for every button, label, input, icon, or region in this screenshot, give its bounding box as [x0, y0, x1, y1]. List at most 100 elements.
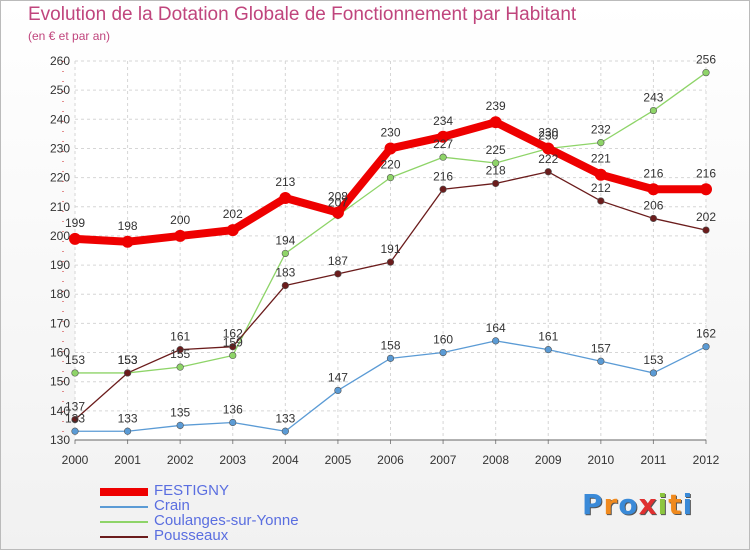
data-label-coulanges-sur-yonne: 243 [643, 91, 663, 105]
x-tick-label: 2008 [482, 453, 509, 467]
data-point-festigny [174, 229, 187, 242]
legend-swatch [100, 521, 148, 523]
logo-letter: P [582, 488, 604, 521]
y-tick-label: 210 [50, 200, 70, 214]
logo-letter: o [618, 488, 639, 521]
data-point-pousseaux [229, 343, 237, 351]
data-label-crain: 133 [275, 411, 295, 425]
series-pousseaux [71, 168, 710, 424]
y-tick-label: 240 [50, 112, 70, 126]
data-label-festigny: 230 [380, 125, 400, 139]
data-point-coulanges-sur-yonne [439, 153, 447, 161]
data-point-festigny [700, 183, 712, 196]
data-label-pousseaux: 206 [643, 198, 663, 212]
x-tick-label: 2001 [114, 453, 141, 467]
data-point-crain [439, 348, 447, 357]
data-point-festigny [226, 224, 239, 237]
data-label-festigny: 221 [591, 152, 611, 166]
data-point-coulanges-sur-yonne [597, 139, 605, 147]
logo-letter: t [668, 488, 683, 521]
data-label-coulanges-sur-yonne: 207 [328, 196, 348, 210]
legend-label: FESTIGNY [154, 482, 230, 499]
y-tick-label: 180 [50, 287, 70, 301]
logo-letter: r [603, 488, 619, 521]
data-point-festigny [437, 130, 450, 143]
data-point-crain [492, 337, 500, 345]
data-label-festigny: 213 [275, 175, 295, 189]
data-label-crain: 153 [643, 353, 663, 367]
data-label-coulanges-sur-yonne: 194 [275, 233, 295, 247]
data-point-crain [597, 357, 605, 365]
x-tick-label: 2009 [535, 453, 562, 467]
data-point-crain [386, 354, 395, 362]
data-label-crain: 133 [118, 411, 138, 425]
x-tick-label: 2007 [430, 453, 457, 467]
data-point-pousseaux [123, 369, 132, 377]
data-label-crain: 160 [433, 333, 453, 347]
data-label-pousseaux: 212 [591, 181, 611, 195]
data-label-festigny: 199 [65, 216, 85, 230]
data-point-crain [176, 421, 184, 430]
data-label-crain: 157 [591, 341, 611, 355]
y-tick-label: 150 [50, 375, 70, 389]
legend-label: Crain [154, 497, 190, 514]
y-tick-label: 200 [50, 229, 70, 243]
data-label-crain: 162 [696, 327, 716, 341]
data-point-pousseaux [439, 185, 447, 193]
data-point-festigny [331, 206, 344, 219]
data-label-pousseaux: 187 [328, 254, 348, 268]
data-label-festigny: 216 [643, 166, 663, 180]
axes: 130 140 150 160 170 180 190 200 210 220 230 240 250 2… [50, 54, 720, 467]
data-label-crain: 135 [170, 405, 190, 419]
logo-letter: x [638, 488, 658, 521]
data-label-pousseaux: 153 [118, 353, 138, 367]
legend-swatch [100, 488, 148, 496]
x-tick-label: 2004 [272, 453, 299, 467]
data-point-crain [229, 418, 237, 427]
x-tick-label: 2011 [641, 453, 667, 467]
data-label-crain: 161 [538, 330, 558, 344]
data-label-crain: 164 [486, 321, 506, 335]
data-label-pousseaux: 137 [65, 400, 85, 414]
y-tick-label: 250 [50, 83, 70, 97]
data-point-pousseaux [386, 258, 395, 266]
data-point-coulanges-sur-yonne [71, 369, 79, 377]
data-point-pousseaux [597, 197, 605, 205]
data-label-festigny: 208 [328, 190, 348, 204]
data-point-coulanges-sur-yonne [176, 363, 184, 371]
proxiti-logo: Proxiti [582, 488, 693, 521]
data-label-festigny: 239 [486, 99, 506, 113]
data-label-coulanges-sur-yonne: 227 [433, 137, 453, 151]
x-tick-label: 2000 [62, 453, 89, 467]
data-point-coulanges-sur-yonne [649, 106, 658, 115]
data-label-festigny: 234 [433, 114, 453, 128]
data-point-coulanges-sur-yonne [229, 351, 237, 360]
data-point-pousseaux [281, 281, 289, 290]
data-label-pousseaux: 162 [223, 327, 243, 341]
data-label-festigny: 202 [223, 207, 243, 221]
chart-subtitle: (en € et par an) [28, 29, 111, 43]
data-point-pousseaux [702, 226, 710, 234]
x-tick-label: 2012 [693, 453, 720, 467]
data-point-crain [649, 369, 658, 377]
data-point-crain [544, 346, 552, 354]
data-label-coulanges-sur-yonne: 159 [223, 335, 243, 349]
legend-swatch [100, 506, 148, 508]
data-label-crain: 147 [328, 370, 348, 384]
data-point-crain [702, 343, 710, 351]
y-tick-label: 160 [50, 346, 70, 360]
data-label-coulanges-sur-yonne: 256 [696, 53, 716, 67]
y-tick-label: 230 [50, 141, 70, 155]
data-point-pousseaux [649, 214, 658, 223]
data-label-coulanges-sur-yonne: 155 [170, 347, 190, 361]
data-label-coulanges-sur-yonne: 225 [486, 143, 506, 157]
data-label-crain: 158 [380, 338, 400, 352]
data-label-pousseaux: 216 [433, 169, 453, 183]
data-point-festigny [279, 192, 292, 205]
y-tick-label: 220 [50, 171, 70, 185]
data-point-festigny [384, 142, 397, 155]
data-point-festigny [647, 183, 660, 196]
data-label-coulanges-sur-yonne: 230 [538, 128, 558, 142]
data-point-crain [123, 427, 132, 435]
